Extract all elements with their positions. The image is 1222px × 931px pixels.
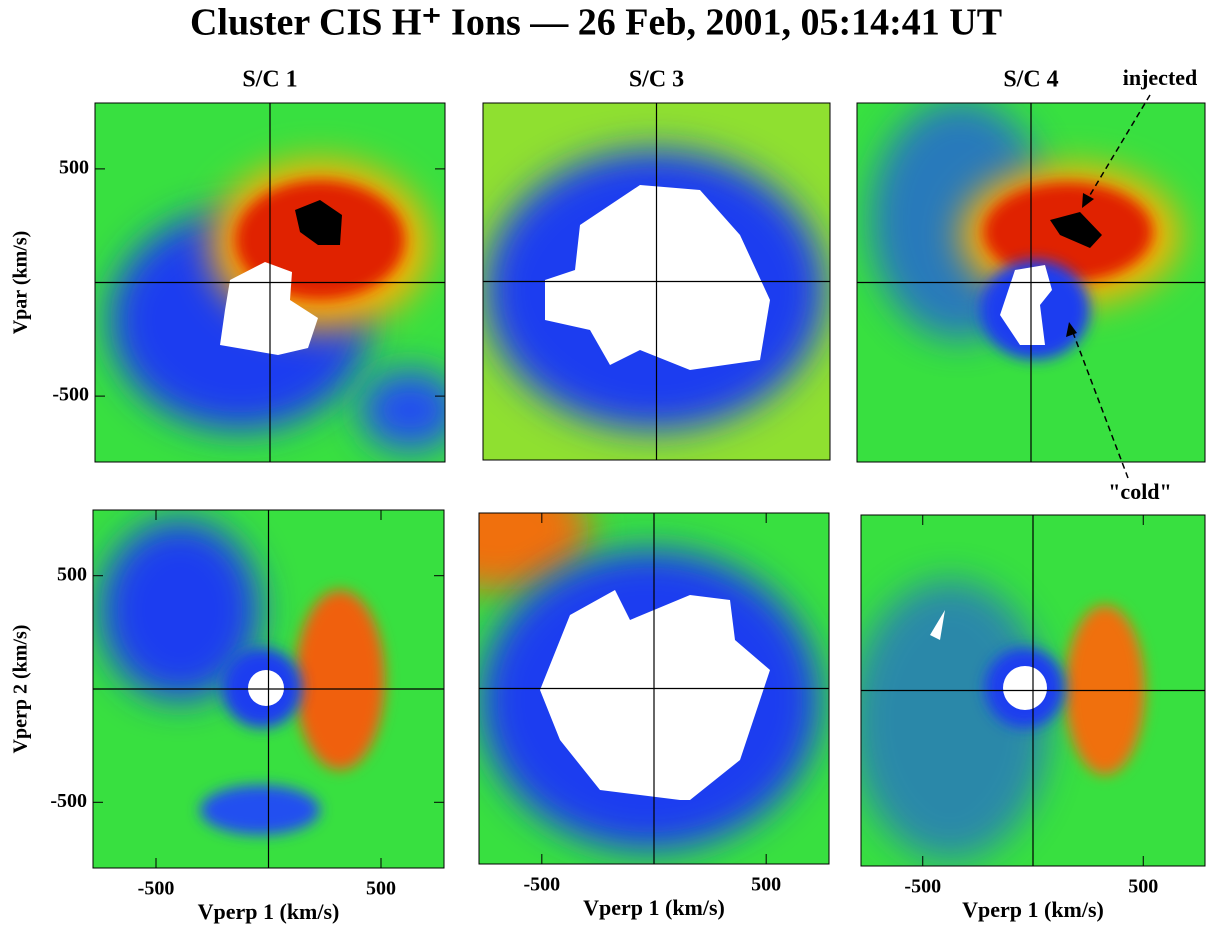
- panel-image: [479, 513, 829, 864]
- arrow: [1086, 94, 1151, 201]
- image-feature: [295, 590, 385, 770]
- image-feature: [861, 580, 1050, 860]
- x-tick-label: -500: [523, 874, 560, 896]
- arrow-head: [1066, 322, 1077, 337]
- arrow: [1071, 329, 1129, 479]
- image-feature: [479, 513, 590, 590]
- image-feature: [295, 200, 342, 245]
- image-feature: [360, 370, 445, 450]
- y-tick-label: 500: [59, 156, 89, 178]
- x-tick-label: 500: [366, 878, 396, 900]
- image-feature: [545, 185, 770, 370]
- image-feature: [248, 670, 284, 706]
- image-feature: [200, 785, 320, 835]
- y-tick-label: -500: [50, 790, 87, 812]
- x-axis-label: Vperp 1 (km/s): [198, 899, 340, 924]
- image-feature: [1003, 666, 1047, 710]
- x-axis-label: Vperp 1 (km/s): [583, 895, 725, 920]
- x-tick-label: -500: [138, 878, 175, 900]
- x-axis-label: Vperp 1 (km/s): [962, 897, 1104, 922]
- image-feature: [100, 520, 260, 700]
- image-feature: [220, 262, 318, 355]
- panel-title: S/C 1: [242, 67, 297, 93]
- image-feature: [930, 610, 945, 640]
- image-feature: [1000, 265, 1052, 345]
- x-tick-label: -500: [904, 876, 941, 898]
- x-tick-label: 500: [751, 874, 781, 896]
- y-axis-label: Vperp 2 (km/s): [10, 625, 32, 754]
- y-axis-label: Vpar (km/s): [10, 231, 32, 335]
- panel-title: S/C 4: [1003, 67, 1058, 93]
- image-feature: [1050, 212, 1102, 248]
- panel-title: S/C 3: [629, 67, 684, 93]
- annotation: "cold": [1108, 479, 1172, 504]
- arrow-head: [1082, 193, 1094, 208]
- figure-title: Cluster CIS H⁺ Ions — 26 Feb, 2001, 05:1…: [190, 2, 1002, 44]
- panels: S/C 1 -500 500 Vpar (km/s) S/C 3 S/C 4 -500 500…: [10, 67, 1206, 924]
- y-tick-label: 500: [57, 563, 87, 585]
- y-tick-label: -500: [52, 384, 89, 406]
- x-tick-label: 500: [1128, 876, 1158, 898]
- image-feature: [540, 590, 770, 800]
- annotation: injected: [1123, 65, 1198, 90]
